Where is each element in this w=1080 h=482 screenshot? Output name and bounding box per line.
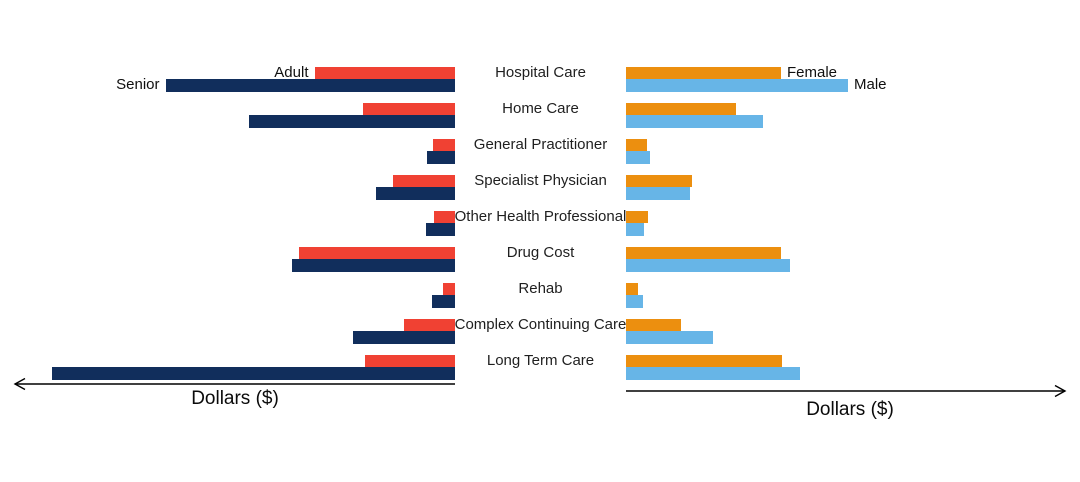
bar-male-other-health-professional (626, 223, 644, 236)
male-series-label: Male (854, 76, 887, 94)
bar-female-complex-continuing-care (626, 318, 681, 331)
category-label-home-care: Home Care (502, 99, 579, 117)
bar-female-other-health-professional (626, 210, 648, 223)
bar-female-general-practitioner (626, 138, 647, 151)
bar-male-long-term-care (626, 367, 800, 380)
right-axis-title: Dollars ($) (806, 399, 894, 420)
bar-male-home-care (626, 115, 763, 128)
left-axis-title: Dollars ($) (191, 388, 279, 409)
right-axis-arrow-icon (626, 384, 1067, 398)
category-label-drug-cost: Drug Cost (506, 243, 575, 261)
bar-adult-rehab (442, 282, 455, 295)
bar-female-home-care (626, 102, 736, 115)
bar-senior-general-practitioner (426, 151, 455, 164)
bar-senior-complex-continuing-care (352, 331, 455, 344)
adult-series-label: Adult (274, 63, 309, 81)
bar-female-specialist-physician (626, 174, 692, 187)
bar-female-drug-cost (626, 246, 781, 259)
bar-male-hospital-care (626, 79, 848, 92)
bar-male-drug-cost (626, 259, 790, 272)
female-series-label: Female (787, 63, 838, 81)
bar-adult-general-practitioner (432, 138, 455, 151)
category-label-specialist-physician: Specialist Physician (474, 171, 607, 189)
category-label-general-practitioner: General Practitioner (473, 135, 608, 153)
bar-male-complex-continuing-care (626, 331, 713, 344)
bar-adult-hospital-care (314, 66, 455, 79)
bar-adult-specialist-physician (392, 174, 455, 187)
bar-adult-home-care (362, 102, 455, 115)
bar-female-rehab (626, 282, 638, 295)
bar-senior-hospital-care (165, 79, 455, 92)
category-label-complex-continuing-care: Complex Continuing Care (454, 315, 627, 333)
left-axis-arrow-icon (13, 377, 455, 391)
bar-male-specialist-physician (626, 187, 690, 200)
senior-series-label: Senior (116, 76, 160, 94)
bar-senior-home-care (248, 115, 455, 128)
bar-adult-long-term-care (364, 354, 455, 367)
bar-senior-long-term-care (51, 367, 455, 380)
bar-senior-other-health-professional (425, 223, 455, 236)
bar-adult-complex-continuing-care (403, 318, 455, 331)
bar-adult-other-health-professional (433, 210, 455, 223)
bar-female-hospital-care (626, 66, 781, 79)
bar-senior-drug-cost (291, 259, 455, 272)
bar-senior-specialist-physician (375, 187, 455, 200)
bar-female-long-term-care (626, 354, 782, 367)
category-label-long-term-care: Long Term Care (486, 351, 595, 369)
category-label-hospital-care: Hospital Care (495, 63, 586, 81)
bar-male-rehab (626, 295, 643, 308)
bar-senior-rehab (431, 295, 455, 308)
bar-adult-drug-cost (298, 246, 455, 259)
category-label-rehab: Rehab (518, 279, 563, 297)
bar-male-general-practitioner (626, 151, 650, 164)
category-label-other-health-professional: Other Health Professional (454, 207, 627, 225)
